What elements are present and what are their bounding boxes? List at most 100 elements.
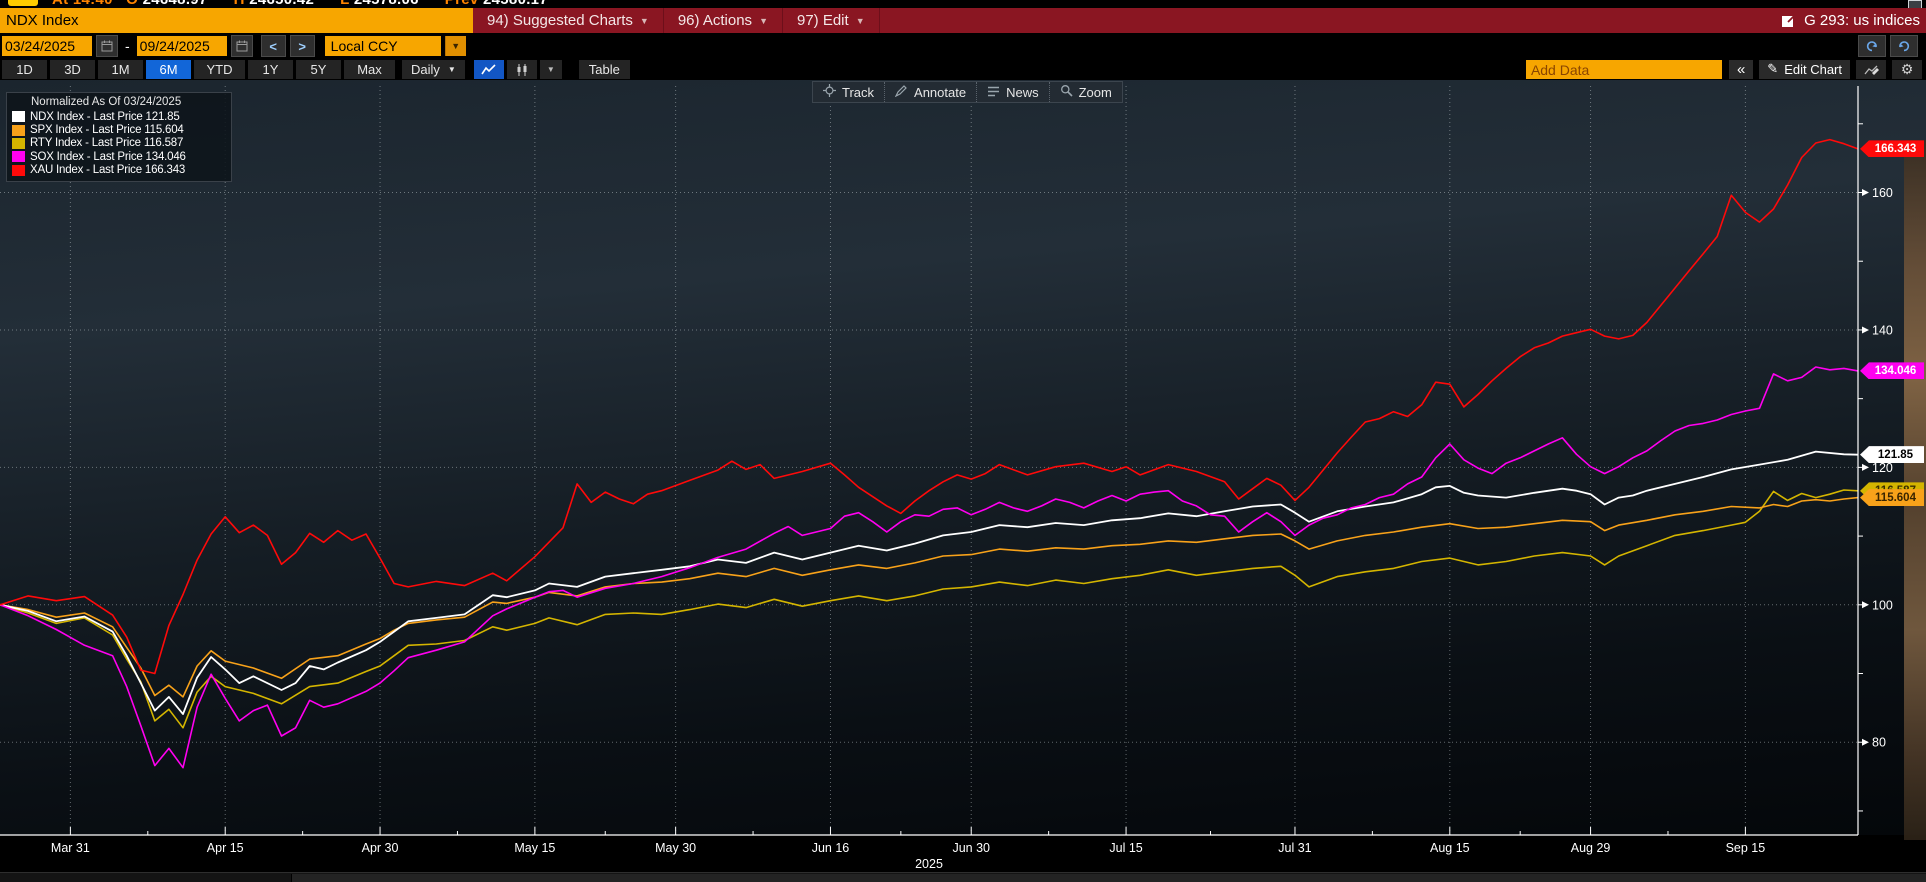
chevron-down-icon[interactable]: ▼	[444, 36, 466, 56]
x-axis-year-label: 2025	[915, 857, 943, 871]
next-period-button[interactable]: >	[289, 35, 315, 57]
history-buttons	[1858, 35, 1926, 57]
series-line-rty[interactable]	[0, 489, 1859, 729]
bottom-strip-segment	[291, 874, 1926, 882]
window-grid-icon[interactable]	[1908, 0, 1922, 8]
ticker-status: At 14:40	[52, 0, 113, 8]
annotate-button[interactable]: Annotate	[884, 82, 976, 102]
chart-plot-background[interactable]	[0, 80, 1926, 835]
period-tab-1m[interactable]: 1M	[98, 60, 143, 79]
news-button[interactable]: News	[976, 82, 1049, 102]
ticker-field-label: L	[340, 0, 354, 8]
period-tab-1y[interactable]: 1Y	[248, 60, 293, 79]
date-separator: -	[125, 38, 130, 54]
legend-label: SOX Index - Last Price 134.046	[30, 150, 186, 163]
menu-item[interactable]: 97) Edit ▼	[783, 8, 880, 33]
menu-item-label: 97) Edit	[796, 12, 849, 29]
legend-label: SPX Index - Last Price 115.604	[30, 124, 184, 137]
zoom-button[interactable]: Zoom	[1048, 82, 1122, 102]
menubar: 94) Suggested Charts ▼ 96) Actions ▼ 97) Edi…	[0, 8, 1926, 33]
price-chart[interactable]: Mar 31 Apr 15 Apr 30 May 15 May 30 Jun 16 Jun …	[0, 80, 1926, 881]
gear-icon[interactable]: ⚙	[1892, 60, 1922, 79]
ticker-field-label: H	[234, 0, 250, 8]
x-axis-label: May 15	[514, 841, 555, 855]
ticker-field-value: 24650.42	[249, 0, 314, 8]
button-label: Annotate	[914, 84, 967, 100]
pencil-icon: ✎	[1767, 62, 1779, 77]
price-badge: 121.85	[1860, 446, 1924, 464]
ticker-row: At 14:40 O 24648.97 H 24650.42 L 24578.06 P…	[0, 0, 1926, 8]
menu-item[interactable]: 94) Suggested Charts ▼	[473, 8, 664, 33]
legend-swatch	[12, 124, 25, 136]
prev-period-button[interactable]: <	[260, 35, 286, 57]
start-date-input[interactable]	[2, 36, 92, 56]
period-tab-ytd[interactable]: YTD	[194, 60, 245, 79]
legend-item: SPX Index - Last Price 115.604	[11, 123, 227, 136]
frequency-dropdown[interactable]: Daily ▼	[402, 60, 465, 79]
menu-item-label: 96) Actions	[677, 12, 753, 29]
end-date-input[interactable]	[136, 36, 227, 56]
legend-item: RTY Index - Last Price 116.587	[11, 137, 227, 150]
period-tab-6m[interactable]: 6M	[146, 60, 191, 79]
redo-icon[interactable]	[1890, 35, 1918, 57]
x-axis-label: Apr 15	[207, 841, 244, 855]
x-axis-label: Mar 31	[51, 841, 90, 855]
currency-select[interactable]: Local CCY	[324, 36, 441, 56]
series-line-xau[interactable]	[0, 138, 1859, 675]
period-tab-3d[interactable]: 3D	[50, 60, 95, 79]
legend-item: SOX Index - Last Price 134.046	[11, 150, 227, 163]
crosshair-icon	[823, 84, 836, 100]
menu-item[interactable]: 96) Actions ▼	[664, 8, 783, 33]
legend-swatch	[12, 151, 25, 163]
button-label: Track	[842, 84, 875, 100]
button-label: News	[1006, 84, 1039, 100]
ticker-field-value: 24578.06	[354, 0, 419, 8]
export-icon[interactable]	[1781, 13, 1796, 28]
chevron-down-icon: ▼	[639, 15, 649, 26]
edit-chart-button[interactable]: ✎ Edit Chart	[1759, 60, 1850, 79]
undo-icon[interactable]	[1858, 35, 1886, 57]
x-axis-label: Jun 16	[812, 841, 850, 855]
news-lines-icon	[987, 85, 1000, 100]
collapse-panel-button[interactable]: «	[1728, 60, 1754, 79]
x-axis-label: Sep 15	[1726, 841, 1766, 855]
x-axis-label: Apr 30	[362, 841, 399, 855]
chart-annotate-icon[interactable]	[1856, 60, 1886, 79]
period-buttons: 1D 3D 1M 6M YTD 1Y 5Y Max	[2, 60, 395, 79]
security-input[interactable]	[0, 8, 473, 33]
add-data-input[interactable]	[1525, 60, 1722, 79]
ticker-field-value: 24580.17	[483, 0, 548, 8]
chart-type-dropdown-icon[interactable]: ▼	[539, 60, 562, 79]
button-label: Zoom	[1078, 84, 1112, 100]
calendar-icon[interactable]	[96, 35, 118, 57]
ticker-field-label: O	[126, 0, 142, 8]
legend-swatch	[12, 164, 25, 176]
series-line-spx[interactable]	[0, 496, 1859, 698]
calendar-icon[interactable]	[230, 35, 253, 57]
menubar-right: G 293: us indices	[1781, 12, 1926, 29]
period-tab-1d[interactable]: 1D	[2, 60, 47, 79]
line-chart-type-icon[interactable]	[473, 60, 504, 79]
candlestick-chart-type-icon[interactable]	[506, 60, 537, 79]
chevron-down-icon: ▼	[759, 15, 768, 26]
table-button[interactable]: Table	[578, 60, 630, 79]
ticker-text: At 14:40 O 24648.97 H 24650.42 L 24578.06 P…	[52, 0, 574, 8]
legend-label: NDX Index - Last Price 121.85	[30, 110, 180, 123]
page-label: G 293: us indices	[1804, 12, 1920, 29]
track-button[interactable]: Track	[813, 82, 884, 102]
alert-icon	[8, 0, 38, 6]
period-tab-5y[interactable]: 5Y	[296, 60, 341, 79]
chart-hover-toolbar: Track Annotate News Zoom	[812, 81, 1123, 103]
series-line-ndx[interactable]	[0, 450, 1859, 715]
menu-item-label: 94) Suggested Charts	[487, 12, 633, 29]
x-axis-label: Aug 15	[1430, 841, 1470, 855]
series-line-sox[interactable]	[0, 366, 1859, 769]
x-axis-label: Jun 30	[952, 841, 990, 855]
y-axis-label: 80	[1872, 736, 1886, 750]
magnifier-icon	[1060, 84, 1073, 100]
period-tab-max[interactable]: Max	[344, 60, 395, 79]
x-axis-label: May 30	[655, 841, 696, 855]
ticker-fields: O 24648.97 H 24650.42 L 24578.06 Prev 24580…	[126, 0, 574, 8]
